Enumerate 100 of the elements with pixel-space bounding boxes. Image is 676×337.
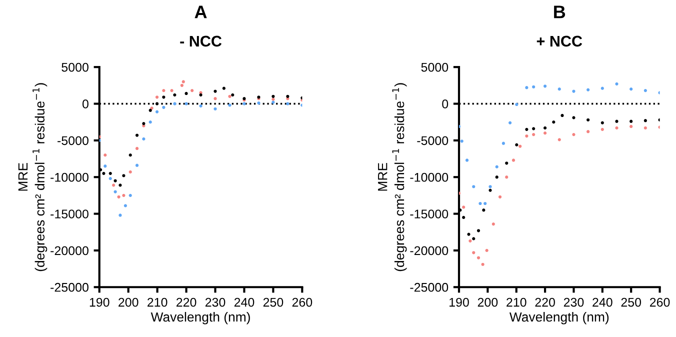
point bbox=[173, 102, 176, 106]
point bbox=[644, 126, 647, 130]
point bbox=[128, 154, 132, 157]
point bbox=[184, 92, 188, 96]
x-tick-label: 220 bbox=[535, 298, 555, 307]
point bbox=[644, 119, 647, 122]
point bbox=[462, 206, 466, 209]
point bbox=[104, 164, 107, 168]
point bbox=[155, 110, 159, 114]
point bbox=[114, 179, 117, 182]
point bbox=[495, 165, 498, 168]
point bbox=[162, 106, 166, 109]
chart-title: B bbox=[554, 6, 566, 18]
point bbox=[512, 158, 516, 162]
point bbox=[472, 185, 476, 188]
x-axis-title: Wavelength (nm) bbox=[509, 312, 609, 324]
point bbox=[122, 174, 126, 178]
point bbox=[495, 176, 498, 179]
point bbox=[630, 124, 633, 128]
y-tick-label: -15000 bbox=[50, 210, 88, 218]
y-tick-label: -25000 bbox=[410, 282, 448, 292]
point bbox=[214, 90, 217, 93]
point bbox=[476, 256, 480, 260]
point bbox=[532, 85, 536, 88]
chart-subtitle: - NCC bbox=[180, 36, 222, 47]
point bbox=[525, 134, 528, 138]
point bbox=[135, 146, 139, 150]
point bbox=[142, 137, 146, 141]
point bbox=[272, 94, 275, 98]
point bbox=[558, 88, 561, 91]
point bbox=[135, 134, 139, 137]
point bbox=[525, 128, 528, 131]
point bbox=[472, 237, 476, 240]
point bbox=[615, 120, 618, 123]
point bbox=[586, 88, 590, 92]
x-tick-label: 210 bbox=[148, 298, 168, 307]
y-tick-label: -20000 bbox=[50, 246, 88, 256]
point bbox=[543, 84, 547, 88]
point bbox=[199, 104, 202, 108]
y-tick-label: -10000 bbox=[410, 172, 448, 182]
point bbox=[515, 143, 518, 146]
point bbox=[124, 204, 127, 208]
x-tick-label: 250 bbox=[263, 298, 284, 307]
point bbox=[525, 86, 528, 90]
y-tick-label: 0 bbox=[442, 100, 448, 108]
point bbox=[600, 128, 604, 131]
point bbox=[515, 102, 518, 106]
y-tick-label: -25000 bbox=[50, 282, 88, 292]
point bbox=[118, 214, 122, 217]
point bbox=[543, 132, 547, 135]
point bbox=[476, 229, 480, 232]
point bbox=[228, 104, 232, 107]
x-tick-label: 240 bbox=[234, 298, 254, 307]
point bbox=[272, 98, 275, 101]
point bbox=[505, 176, 508, 179]
point bbox=[112, 184, 116, 187]
y-tick-label: -10000 bbox=[50, 172, 88, 182]
x-tick-label: 260 bbox=[292, 298, 312, 307]
point bbox=[644, 88, 647, 92]
point bbox=[467, 232, 470, 236]
chart-title: A bbox=[194, 6, 207, 18]
point bbox=[148, 120, 152, 124]
point bbox=[572, 90, 576, 93]
y-axis-title: MRE (degrees cm² dmol$^{−1}$ residue$^{−1}$) bbox=[378, 83, 407, 272]
point bbox=[484, 202, 487, 206]
point bbox=[122, 194, 126, 197]
point bbox=[114, 190, 117, 194]
point bbox=[572, 132, 576, 136]
point bbox=[532, 132, 536, 136]
point bbox=[552, 120, 556, 124]
x-tick-label: 200 bbox=[478, 298, 498, 307]
point bbox=[532, 127, 536, 130]
chart-subtitle: + NCC bbox=[536, 36, 582, 47]
point bbox=[128, 170, 132, 174]
point bbox=[104, 154, 107, 157]
x-tick-label: 190 bbox=[90, 298, 110, 307]
point bbox=[135, 164, 139, 167]
point bbox=[108, 172, 112, 175]
x-tick-label: 210 bbox=[506, 298, 526, 307]
point bbox=[478, 202, 482, 206]
point bbox=[102, 172, 106, 175]
point bbox=[572, 116, 576, 120]
x-tick-label: 240 bbox=[592, 298, 612, 307]
point bbox=[615, 82, 618, 86]
point bbox=[460, 140, 464, 143]
point bbox=[173, 93, 176, 96]
point bbox=[190, 88, 194, 92]
point bbox=[488, 188, 492, 192]
point bbox=[558, 138, 561, 142]
x-tick-label: 250 bbox=[621, 298, 642, 307]
point bbox=[508, 121, 512, 124]
point bbox=[630, 88, 633, 91]
point bbox=[586, 130, 590, 134]
point bbox=[222, 86, 226, 90]
y-tick-label: -5000 bbox=[417, 136, 448, 146]
point bbox=[481, 262, 484, 266]
point bbox=[128, 194, 132, 197]
point bbox=[485, 248, 488, 252]
point bbox=[465, 158, 469, 162]
point bbox=[162, 88, 166, 92]
